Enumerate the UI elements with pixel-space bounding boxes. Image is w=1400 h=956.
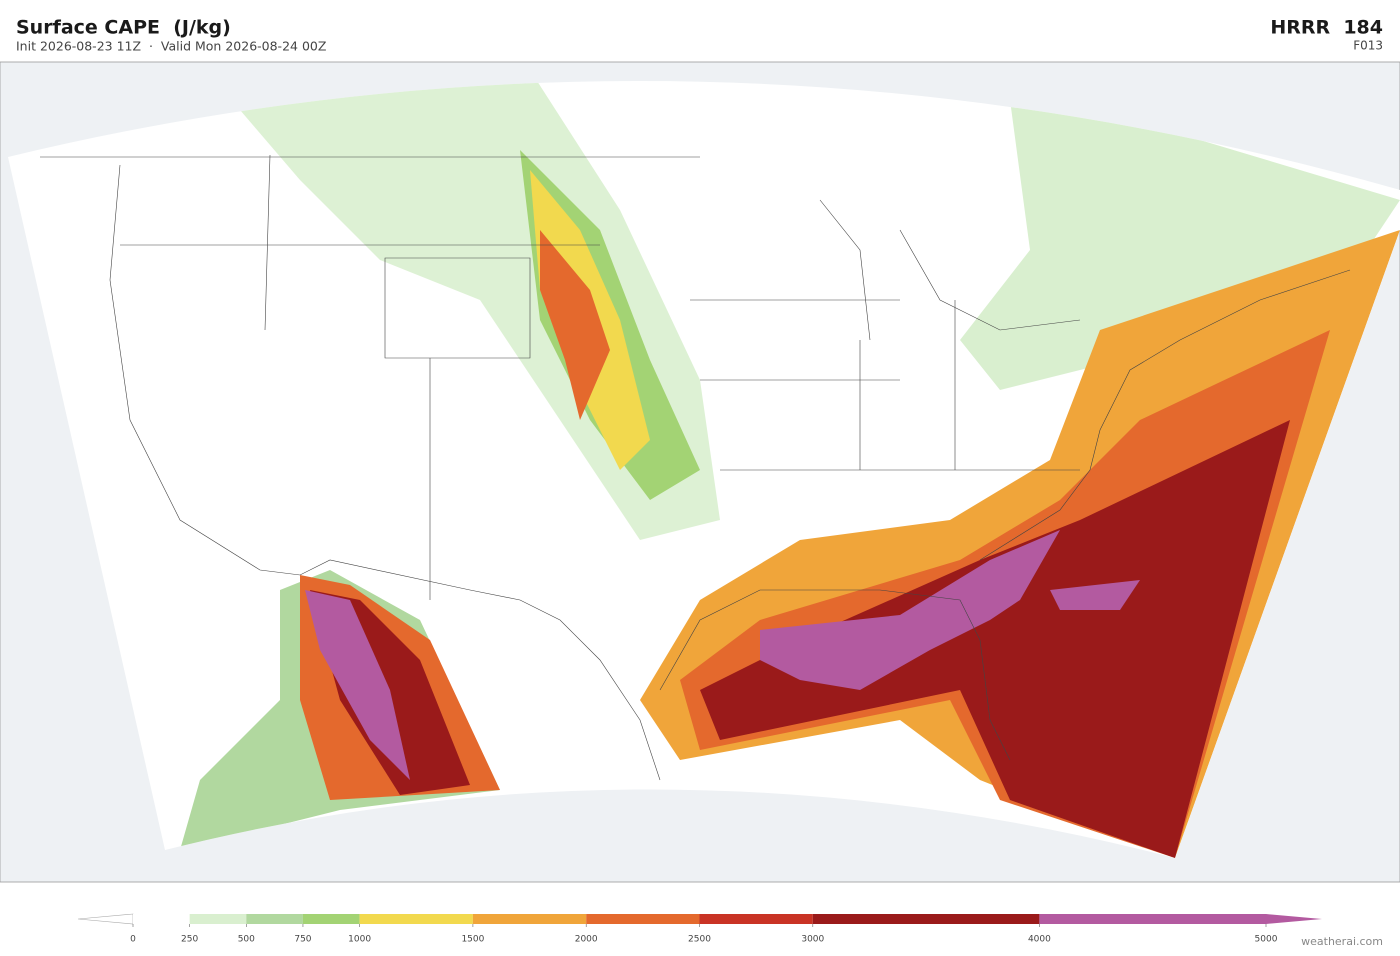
coastline [109, 164, 1351, 781]
colorbar-tick-label: 3000 [801, 935, 824, 945]
colorbar-extension-high [1266, 914, 1322, 924]
colorbar-segment [1039, 914, 1266, 924]
colorbar: 0 250 500 750 1000 1500 2000 2500 3000 4000 5000 [77, 913, 1322, 945]
colorbar-tick-label: 2000 [575, 935, 598, 945]
colorbar-segment [189, 914, 247, 924]
colorbar-tick-label: 250 [181, 935, 198, 945]
colorbar-tick-label: 0 [130, 935, 136, 945]
forecast-hour: F013 [1353, 39, 1383, 53]
colorbar-segment [246, 914, 303, 924]
great-lakes [819, 199, 1081, 341]
colorbar-segment [359, 914, 473, 924]
colorbar-segment [586, 914, 700, 924]
subtitle: Init 2026-08-23 11Z · Valid Mon 2026-08-… [16, 39, 326, 54]
title: Surface CAPE (J/kg) [16, 17, 231, 39]
colorbar-segment [699, 914, 813, 924]
colorbar-segment [133, 914, 190, 924]
colorbar-segment [472, 914, 587, 924]
colorbar-segment [812, 914, 1040, 924]
map [0, 61, 1400, 883]
colorbar-tick-label: 5000 [1255, 935, 1278, 945]
credit: weatherai.com [1301, 935, 1383, 948]
state-borders [40, 154, 1080, 600]
colorbar-segment [302, 914, 360, 924]
model-label: HRRR 184 [1270, 17, 1383, 39]
colorbar-tick-label: 4000 [1028, 935, 1051, 945]
colorbar-extension-low [77, 913, 134, 925]
colorbar-tick-label: 1500 [461, 935, 484, 945]
colorbar-tick-label: 1000 [348, 935, 371, 945]
colorbar-tick-label: 750 [294, 935, 311, 945]
colorbar-tick-label: 500 [238, 935, 255, 945]
cape-field [180, 81, 1400, 858]
colorbar-tick-label: 2500 [688, 935, 711, 945]
